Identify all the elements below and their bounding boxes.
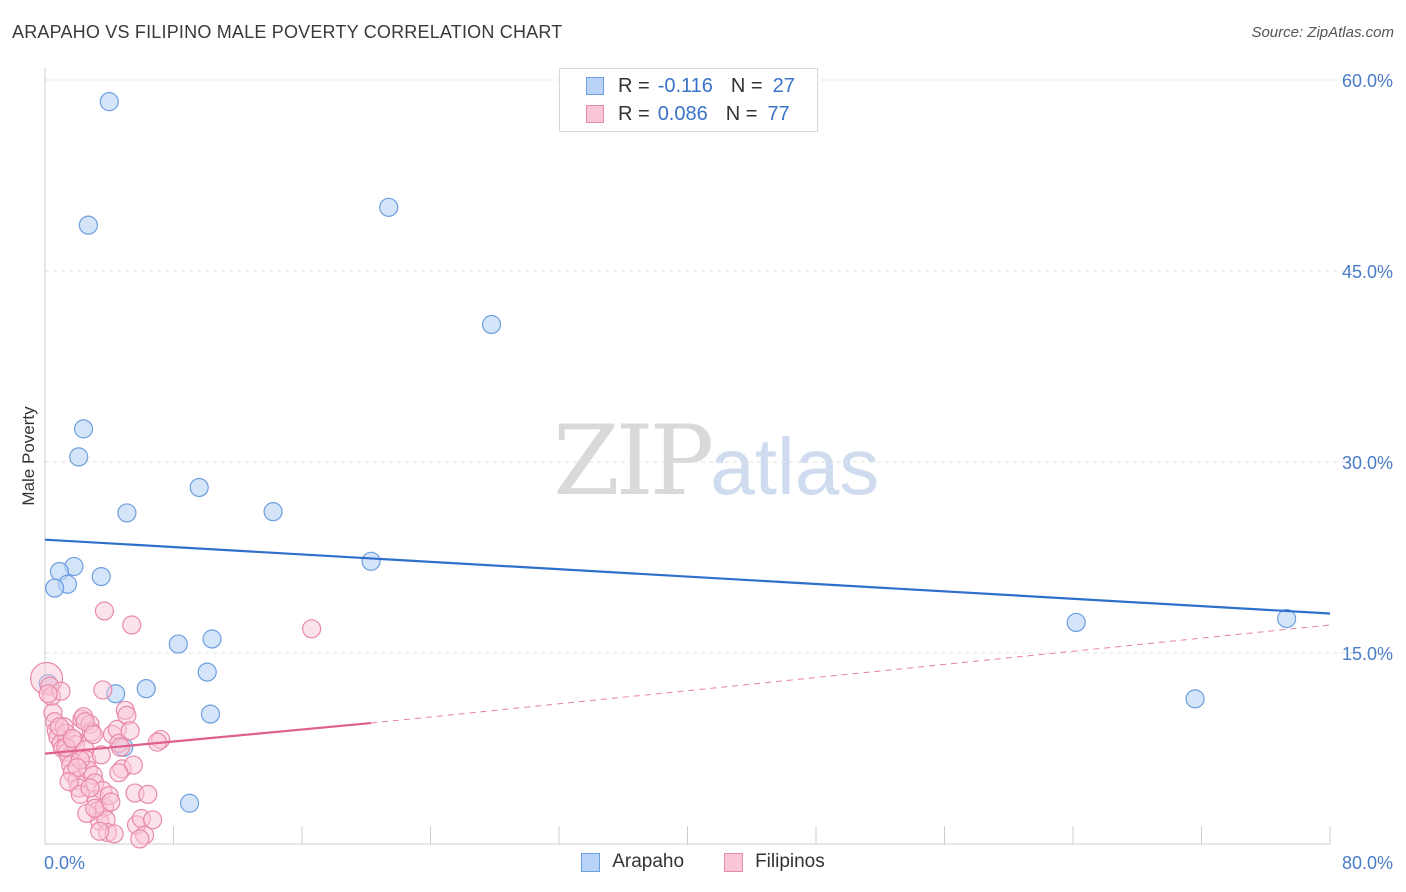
- legend-item-arapaho[interactable]: Arapaho: [581, 851, 684, 873]
- arapaho-point: [69, 447, 89, 467]
- legend-swatch-filipinos: [586, 105, 604, 123]
- axis-labels: 15.0% 30.0% 45.0% 60.0% 0.0% 80.0% Male Povert…: [19, 71, 1393, 873]
- filipinos-point: [130, 829, 150, 849]
- series-legend: Arapaho Filipinos: [0, 851, 1406, 873]
- x-tick-label: 80.0%: [1342, 853, 1393, 873]
- arapaho-point: [45, 578, 65, 598]
- filipinos-point: [93, 680, 113, 700]
- arapaho-point: [168, 634, 188, 654]
- y-axis-label: Male Poverty: [19, 406, 38, 506]
- filipinos-point: [62, 728, 82, 748]
- correlation-legend: R = -0.116 N = 27 R = 0.086 N = 77: [559, 68, 818, 132]
- legend-swatch-arapaho: [581, 852, 601, 872]
- filipinos-point: [101, 792, 121, 812]
- legend-swatch-arapaho: [586, 77, 604, 95]
- y-tick-label: 30.0%: [1342, 453, 1393, 473]
- filipinos-point: [91, 745, 111, 765]
- arapaho-point: [99, 92, 119, 112]
- arapaho-point: [91, 566, 111, 587]
- trend-lines: [44, 538, 1331, 755]
- x-tick-label: 0.0%: [44, 853, 85, 873]
- source-credit: Source: ZipAtlas.com: [1251, 24, 1394, 41]
- filipinos-point: [138, 784, 158, 804]
- y-tick-label: 45.0%: [1342, 262, 1393, 282]
- arapaho-point: [1277, 609, 1297, 629]
- axes: [44, 68, 1331, 845]
- arapaho-trend-line: [44, 538, 1331, 615]
- filipinos-point: [80, 778, 100, 798]
- legend-r-label: R =: [618, 74, 650, 97]
- arapaho-point: [197, 662, 217, 682]
- filipinos-point: [94, 601, 115, 621]
- arapaho-point: [117, 503, 137, 523]
- arapaho-point: [73, 419, 94, 439]
- arapaho-point: [179, 793, 200, 813]
- arapaho-point: [1066, 612, 1086, 633]
- filipinos-point: [83, 724, 103, 745]
- filipinos-point: [143, 810, 163, 830]
- y-tick-label: 60.0%: [1342, 71, 1393, 91]
- legend-n-value: 27: [772, 74, 795, 97]
- arapaho-point: [136, 679, 156, 699]
- chart-title: ARAPAHO VS FILIPINO MALE POVERTY CORRELA…: [12, 22, 563, 42]
- legend-row-filipinos: R = 0.086 N = 77: [586, 101, 790, 127]
- legend-label-arapaho: Arapaho: [612, 851, 685, 872]
- arapaho-point: [481, 314, 502, 335]
- watermark-zip: ZIP: [553, 405, 714, 517]
- y-tick-label: 15.0%: [1342, 644, 1393, 664]
- watermark-atlas: atlas: [710, 422, 880, 511]
- legend-item-filipinos[interactable]: Filipinos: [724, 851, 825, 873]
- legend-row-arapaho: R = -0.116 N = 27: [586, 73, 795, 99]
- grid-lines: [45, 79, 1392, 654]
- filipinos-point: [85, 798, 105, 818]
- arapaho-point: [202, 629, 222, 649]
- arapaho-point: [263, 502, 283, 522]
- filipinos-point: [109, 763, 129, 783]
- filipinos-point: [49, 717, 70, 737]
- arapaho-point: [1185, 689, 1205, 709]
- filipinos-point: [120, 721, 140, 741]
- legend-label-filipinos: Filipinos: [755, 851, 825, 872]
- legend-n-label: N =: [730, 74, 763, 97]
- arapaho-point: [361, 551, 381, 571]
- legend-r-label: R =: [618, 102, 650, 125]
- filipinos-point: [59, 772, 79, 792]
- filipinos-trend-line: [44, 721, 372, 755]
- filipinos-point: [90, 821, 110, 841]
- filipinos-point: [38, 684, 58, 704]
- arapaho-point: [200, 704, 221, 724]
- arapaho-point: [189, 477, 209, 498]
- legend-r-value: 0.086: [657, 102, 708, 125]
- legend-r-value: -0.116: [657, 74, 713, 97]
- watermark: ZIPatlas: [553, 405, 879, 517]
- filipinos-point: [122, 615, 142, 635]
- filipinos-point: [302, 619, 322, 639]
- filipinos-trend-extension: [371, 624, 1331, 724]
- legend-n-label: N =: [725, 102, 758, 125]
- arapaho-point: [78, 215, 98, 235]
- data-points: [30, 92, 1297, 849]
- arapaho-point: [379, 197, 399, 217]
- legend-swatch-filipinos: [724, 852, 744, 872]
- legend-n-value: 77: [767, 102, 790, 125]
